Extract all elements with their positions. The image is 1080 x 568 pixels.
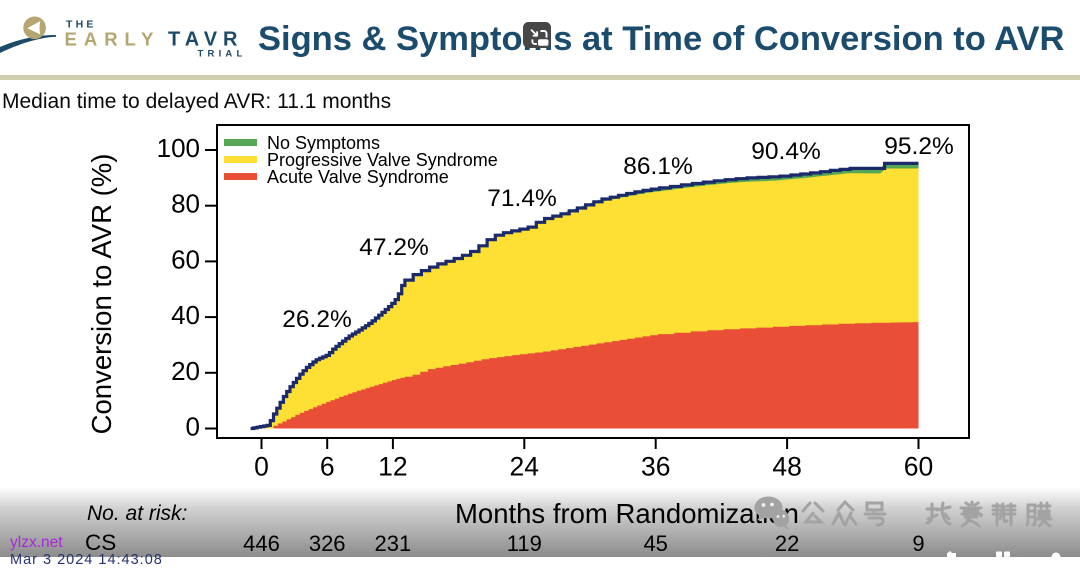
- svg-text:26.2%: 26.2%: [282, 306, 351, 333]
- svg-text:20: 20: [171, 356, 200, 386]
- svg-text:100: 100: [157, 133, 200, 163]
- svg-text:60: 60: [904, 452, 933, 482]
- svg-text:48: 48: [772, 452, 801, 482]
- svg-text:24: 24: [510, 452, 539, 482]
- svg-text:THE: THE: [66, 19, 97, 31]
- svg-text:71.4%: 71.4%: [487, 185, 556, 212]
- svg-text:TAVR: TAVR: [168, 29, 243, 51]
- svg-text:Progressive Valve Syndrome: Progressive Valve Syndrome: [267, 150, 498, 170]
- svg-text:0: 0: [254, 452, 269, 482]
- svg-text:6: 6: [320, 452, 335, 482]
- svg-text:TRIAL: TRIAL: [198, 49, 247, 60]
- svg-text:95.2%: 95.2%: [884, 133, 953, 160]
- svg-text:0: 0: [186, 412, 200, 442]
- svg-text:Conversion to AVR (%): Conversion to AVR (%): [86, 154, 117, 435]
- svg-text:86.1%: 86.1%: [623, 153, 692, 180]
- svg-text:47.2%: 47.2%: [359, 234, 428, 261]
- svg-text:60: 60: [171, 244, 200, 274]
- svg-text:EARLY: EARLY: [65, 29, 161, 50]
- svg-text:80: 80: [171, 189, 200, 219]
- svg-text:12: 12: [378, 452, 407, 482]
- svg-text:40: 40: [171, 300, 200, 330]
- svg-text:36: 36: [641, 452, 670, 482]
- svg-text:90.4%: 90.4%: [751, 138, 820, 165]
- svg-text:No Symptoms: No Symptoms: [267, 133, 380, 153]
- svg-text:Acute Valve Syndrome: Acute Valve Syndrome: [267, 167, 449, 187]
